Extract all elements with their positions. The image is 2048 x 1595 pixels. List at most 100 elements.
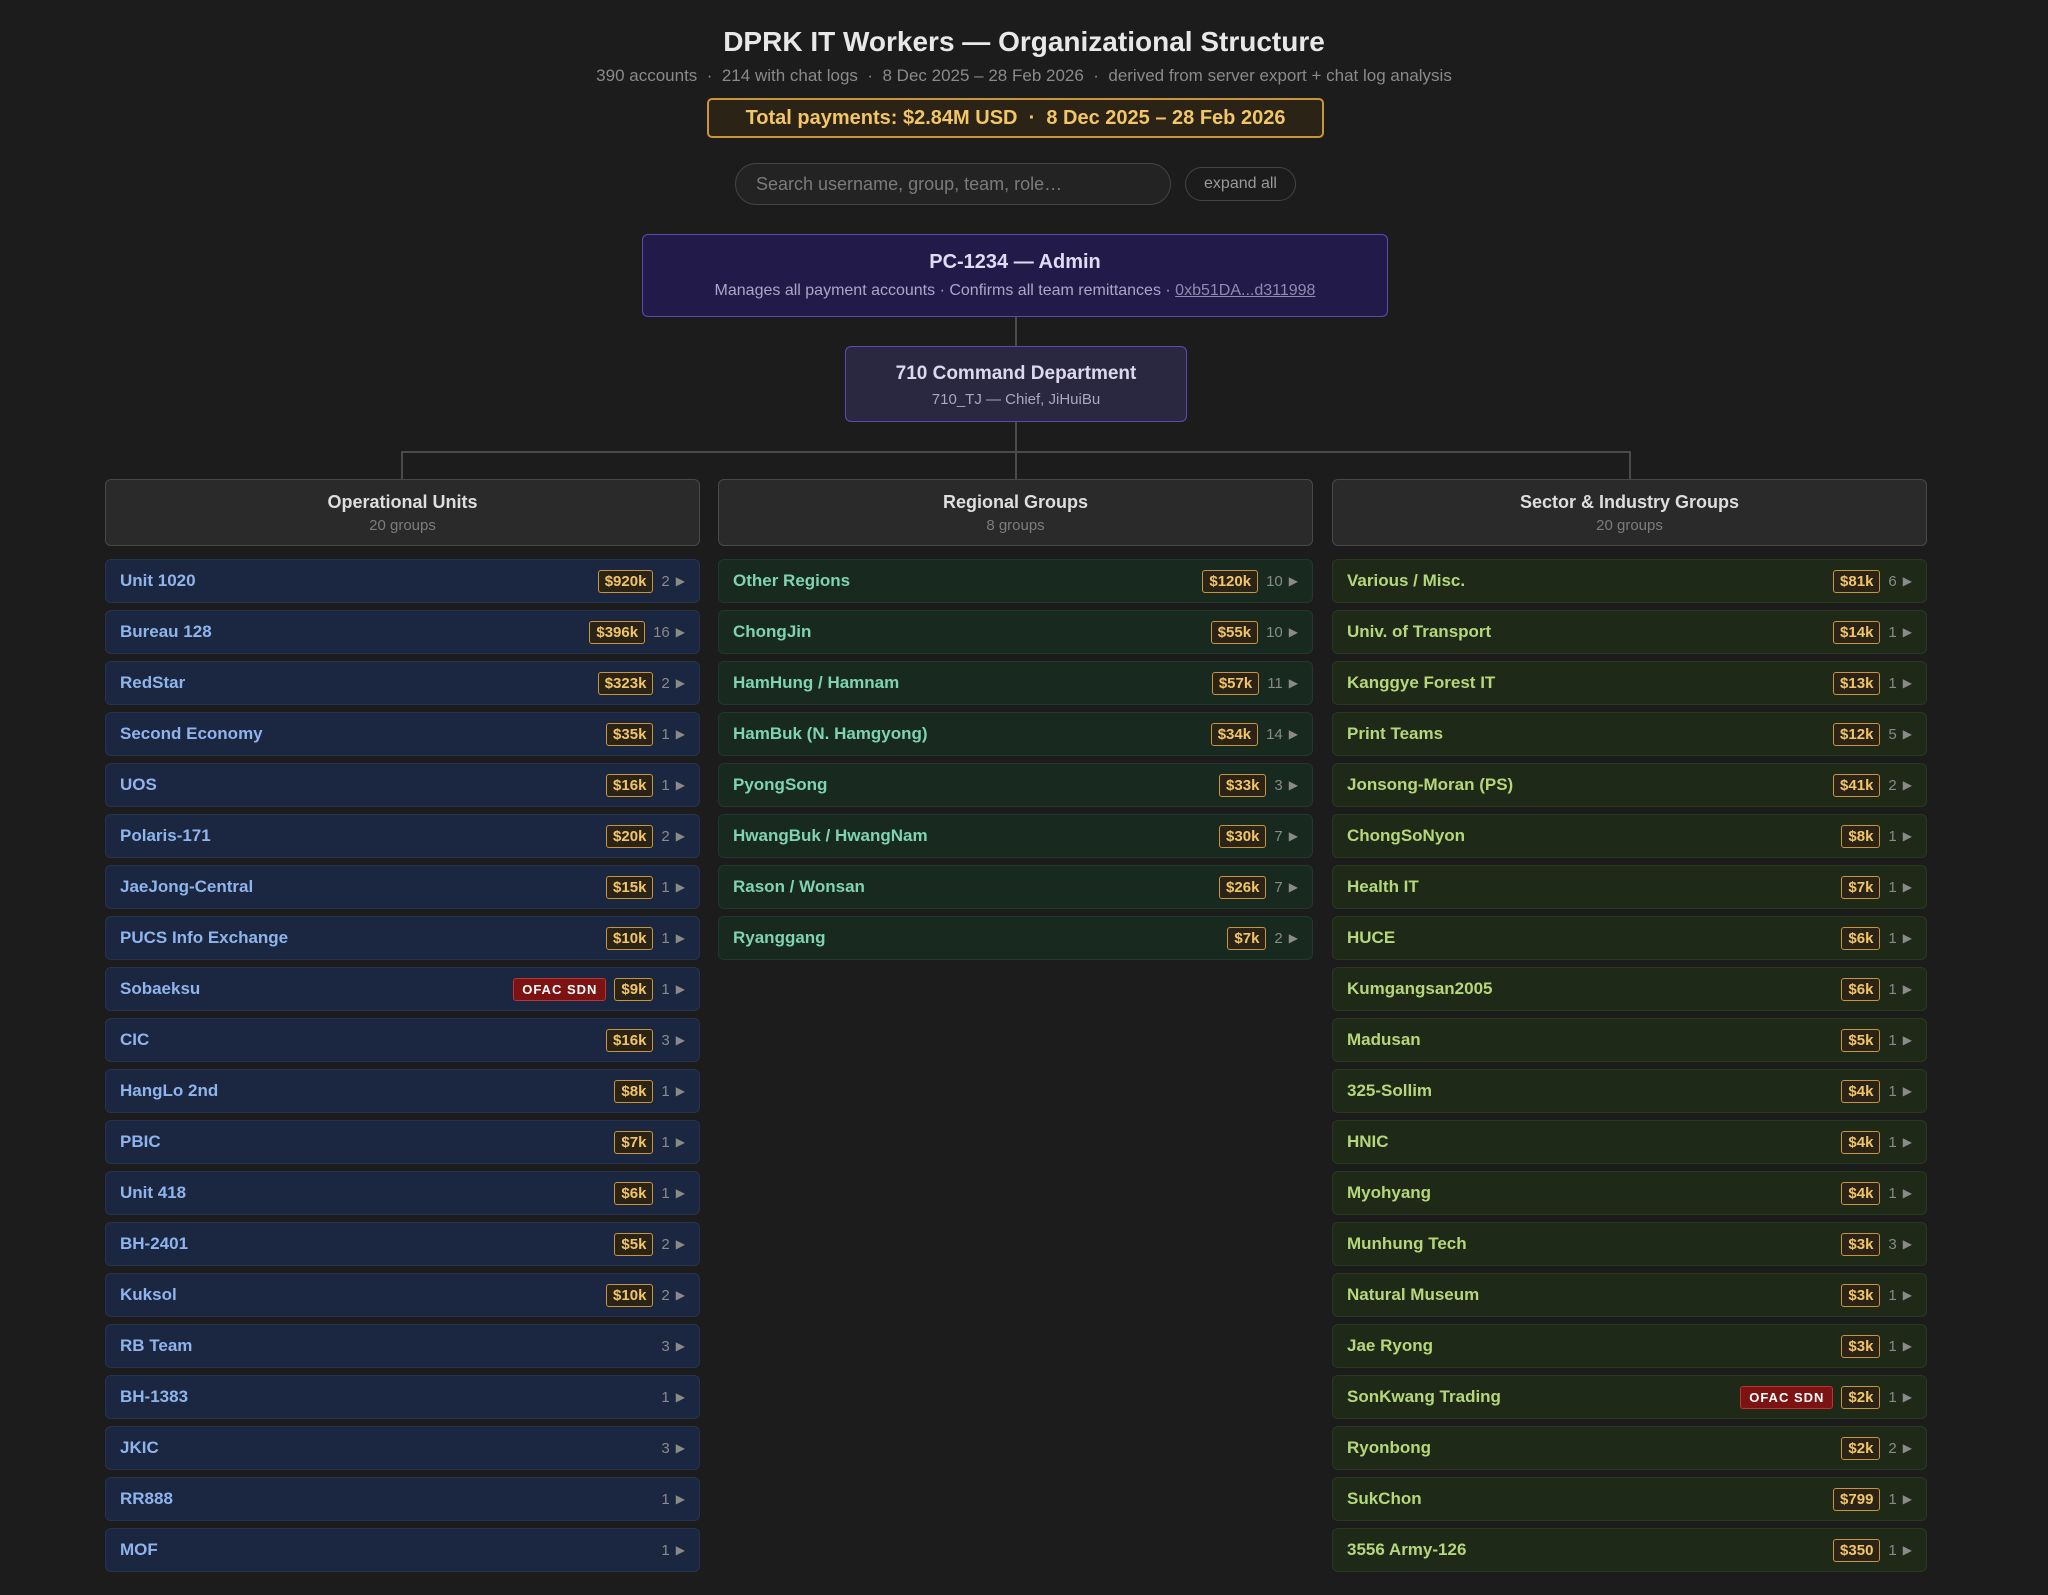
- payment-amount: $799: [1833, 1487, 1881, 1511]
- expand-arrow: ▶: [1902, 829, 1912, 843]
- member-count: 1: [1888, 980, 1897, 998]
- group-row[interactable]: BH-1383 1 ▶: [105, 1375, 700, 1419]
- group-row[interactable]: PyongSong $33k 3 ▶: [718, 763, 1313, 807]
- command-subtitle: 710_TJ — Chief, JiHuiBu: [931, 391, 1101, 408]
- group-row[interactable]: Kumgangsan2005 $6k 1 ▶: [1332, 967, 1927, 1011]
- expand-arrow: ▶: [675, 1135, 685, 1149]
- member-count: 1: [1888, 929, 1897, 947]
- group-row[interactable]: Second Economy $35k 1 ▶: [105, 712, 700, 756]
- column-header: Regional Groups 8 groups: [718, 479, 1313, 546]
- payment-amount: $57k: [1211, 671, 1260, 695]
- group-row[interactable]: Rason / Wonsan $26k 7 ▶: [718, 865, 1313, 909]
- group-row[interactable]: Bureau 128 $396k 16 ▶: [105, 610, 700, 654]
- group-row[interactable]: JKIC 3 ▶: [105, 1426, 700, 1470]
- group-name: HNIC: [1347, 1132, 1389, 1151]
- group-row[interactable]: Myohyang $4k 1 ▶: [1332, 1171, 1927, 1215]
- payment-amount: $7k: [1841, 875, 1881, 899]
- member-count: 1: [661, 980, 670, 998]
- group-row[interactable]: Munhung Tech $3k 3 ▶: [1332, 1222, 1927, 1266]
- group-row[interactable]: HamBuk (N. Hamgyong) $34k 14 ▶: [718, 712, 1313, 756]
- group-row[interactable]: JaeJong-Central $15k 1 ▶: [105, 865, 700, 909]
- group-row[interactable]: Jonsong-Moran (PS) $41k 2 ▶: [1332, 763, 1927, 807]
- connector: [1015, 422, 1017, 452]
- group-row[interactable]: Polaris-171 $20k 2 ▶: [105, 814, 700, 858]
- sanction-flag: OFAC SDN: [513, 977, 607, 1001]
- group-name: CIC: [120, 1030, 150, 1049]
- admin-description: Manages all payment accounts · Confirms …: [643, 282, 1387, 300]
- group-row[interactable]: MOF 1 ▶: [105, 1528, 700, 1572]
- payment-amount: $10k: [606, 1283, 654, 1307]
- group-name: Bureau 128: [120, 622, 212, 641]
- expand-arrow: ▶: [1902, 1186, 1912, 1200]
- payment-amount: $3k: [1841, 1232, 1881, 1256]
- member-count: 16: [653, 623, 670, 641]
- group-row[interactable]: Health IT $7k 1 ▶: [1332, 865, 1927, 909]
- group-row[interactable]: Other Regions $120k 10 ▶: [718, 559, 1313, 603]
- group-row[interactable]: RR888 1 ▶: [105, 1477, 700, 1521]
- expand-arrow: ▶: [1902, 727, 1912, 741]
- group-row[interactable]: HUCE $6k 1 ▶: [1332, 916, 1927, 960]
- group-row[interactable]: Natural Museum $3k 1 ▶: [1332, 1273, 1927, 1317]
- expand-arrow: ▶: [1288, 778, 1298, 792]
- expand-arrow: ▶: [1288, 931, 1298, 945]
- member-count: 1: [661, 776, 670, 794]
- group-row[interactable]: Ryanggang $7k 2 ▶: [718, 916, 1313, 960]
- group-row[interactable]: HwangBuk / HwangNam $30k 7 ▶: [718, 814, 1313, 858]
- group-row[interactable]: RedStar $323k 2 ▶: [105, 661, 700, 705]
- expand-arrow: ▶: [675, 1492, 685, 1506]
- member-count: 1: [1888, 1286, 1897, 1304]
- column-count: 20 groups: [1596, 517, 1663, 534]
- group-row[interactable]: Ryonbong $2k 2 ▶: [1332, 1426, 1927, 1470]
- expand-arrow: ▶: [1902, 1441, 1912, 1455]
- member-count: 1: [661, 1490, 670, 1508]
- expand-arrow: ▶: [675, 1390, 685, 1404]
- group-row[interactable]: Kuksol $10k 2 ▶: [105, 1273, 700, 1317]
- member-count: 1: [1888, 1133, 1897, 1151]
- expand-arrow: ▶: [1902, 574, 1912, 588]
- group-row[interactable]: Unit 418 $6k 1 ▶: [105, 1171, 700, 1215]
- expand-arrow: ▶: [1902, 676, 1912, 690]
- group-row[interactable]: Kanggye Forest IT $13k 1 ▶: [1332, 661, 1927, 705]
- group-row[interactable]: Madusan $5k 1 ▶: [1332, 1018, 1927, 1062]
- group-row[interactable]: Sobaeksu OFAC SDN $9k 1 ▶: [105, 967, 700, 1011]
- group-row[interactable]: SukChon $799 1 ▶: [1332, 1477, 1927, 1521]
- payment-amount: $34k: [1210, 722, 1259, 746]
- payment-amount: $13k: [1833, 671, 1881, 695]
- group-name: JKIC: [120, 1438, 159, 1457]
- group-row[interactable]: CIC $16k 3 ▶: [105, 1018, 700, 1062]
- payment-amount: $12k: [1833, 722, 1881, 746]
- group-row[interactable]: 3556 Army-126 $350 1 ▶: [1332, 1528, 1927, 1572]
- group-row[interactable]: UOS $16k 1 ▶: [105, 763, 700, 807]
- member-count: 1: [1888, 623, 1897, 641]
- group-name: 3556 Army-126: [1347, 1540, 1467, 1559]
- group-row[interactable]: BH-2401 $5k 2 ▶: [105, 1222, 700, 1266]
- group-row[interactable]: ChongSoNyon $8k 1 ▶: [1332, 814, 1927, 858]
- group-row[interactable]: PUCS Info Exchange $10k 1 ▶: [105, 916, 700, 960]
- group-row[interactable]: HamHung / Hamnam $57k 11 ▶: [718, 661, 1313, 705]
- member-count: 1: [1888, 1541, 1897, 1559]
- group-row[interactable]: ChongJin $55k 10 ▶: [718, 610, 1313, 654]
- group-name: BH-1383: [120, 1387, 189, 1406]
- column-count: 8 groups: [986, 517, 1045, 534]
- group-row[interactable]: HNIC $4k 1 ▶: [1332, 1120, 1927, 1164]
- group-row[interactable]: PBIC $7k 1 ▶: [105, 1120, 700, 1164]
- group-row[interactable]: RB Team 3 ▶: [105, 1324, 700, 1368]
- group-row[interactable]: 325-Sollim $4k 1 ▶: [1332, 1069, 1927, 1113]
- expand-button[interactable]: expand all: [1185, 167, 1296, 201]
- command-title: 710 Command Department: [895, 363, 1137, 384]
- payment-amount: $3k: [1841, 1283, 1881, 1307]
- payment-amount: $2k: [1841, 1385, 1881, 1409]
- expand-arrow: ▶: [1902, 1339, 1912, 1353]
- group-row[interactable]: Various / Misc. $81k 6 ▶: [1332, 559, 1927, 603]
- member-count: 1: [1888, 1337, 1897, 1355]
- group-row[interactable]: Jae Ryong $3k 1 ▶: [1332, 1324, 1927, 1368]
- sanction-flag: OFAC SDN: [1740, 1385, 1834, 1409]
- group-row[interactable]: SonKwang Trading OFAC SDN $2k 1 ▶: [1332, 1375, 1927, 1419]
- group-row[interactable]: Univ. of Transport $14k 1 ▶: [1332, 610, 1927, 654]
- group-row[interactable]: Print Teams $12k 5 ▶: [1332, 712, 1927, 756]
- group-row[interactable]: Unit 1020 $920k 2 ▶: [105, 559, 700, 603]
- member-count: 1: [1888, 1388, 1897, 1406]
- group-name: Rason / Wonsan: [733, 877, 865, 896]
- group-row[interactable]: HangLo 2nd $8k 1 ▶: [105, 1069, 700, 1113]
- search-input[interactable]: Search username, group, team, role…: [735, 163, 1171, 205]
